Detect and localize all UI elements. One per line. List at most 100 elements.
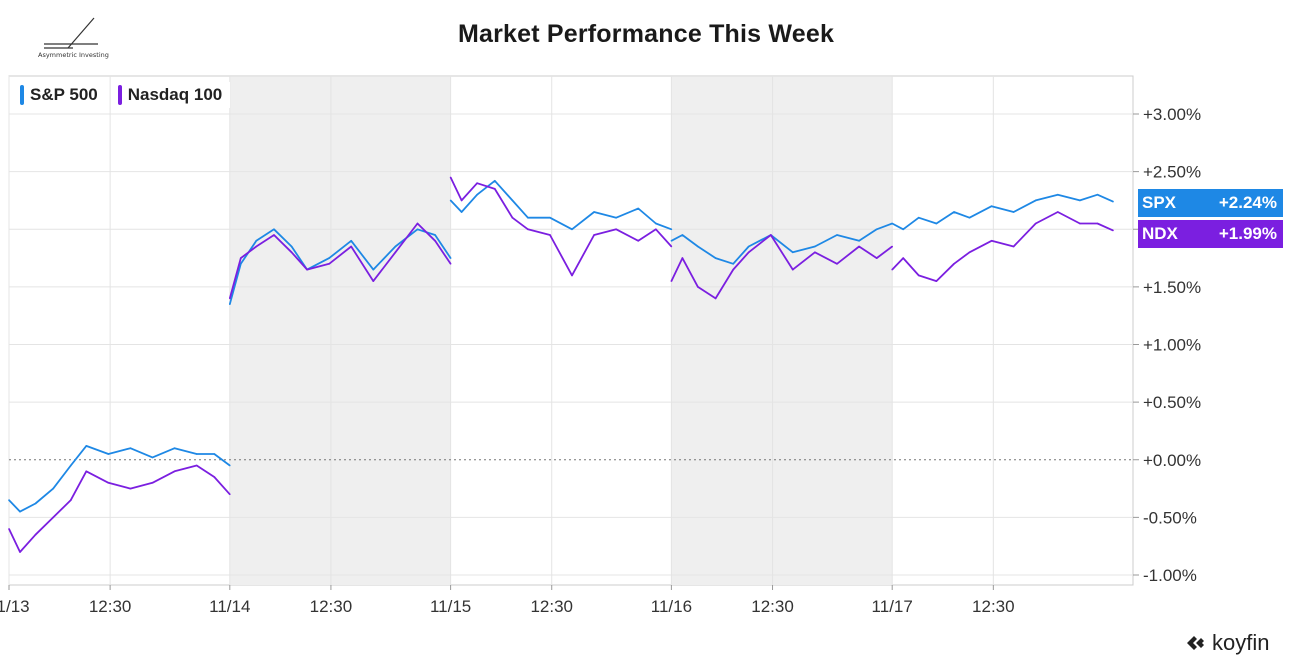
data-point-ndx [935, 280, 938, 282]
data-point-ndx [697, 286, 699, 288]
data-point-ndx [732, 268, 734, 271]
legend-swatch-nasdaq100 [117, 85, 122, 105]
data-point-ndx [836, 263, 838, 265]
trend-logo-icon [44, 17, 98, 49]
ndx-value: +1.99% [1218, 224, 1277, 243]
data-point-ndx [1096, 222, 1099, 225]
data-point-ndx [681, 257, 684, 259]
data-point-ndx [670, 245, 673, 248]
data-point-ndx [1034, 222, 1037, 225]
data-point-ndx [990, 240, 993, 242]
data-point-ndx [52, 516, 54, 519]
data-point-ndx [434, 240, 436, 242]
plot-area [8, 75, 1134, 586]
data-point-ndx [290, 251, 293, 254]
data-point-spx [129, 447, 132, 450]
data-point-ndx [670, 280, 673, 282]
data-point-ndx [229, 297, 231, 300]
data-point-ndx [273, 234, 275, 236]
data-point-spx [213, 453, 216, 455]
data-point-ndx [213, 476, 216, 478]
data-point-ndx [968, 251, 971, 254]
y-tick-label: +3.00% [1143, 105, 1201, 124]
x-tick-label: 11/13 [0, 597, 30, 616]
x-tick-label: 12:30 [530, 597, 573, 616]
y-tick-label: +0.00% [1143, 451, 1201, 470]
data-point-ndx [173, 470, 176, 473]
x-tick-label: 11/16 [651, 597, 692, 616]
legend: S&P 500 Nasdaq 100 [16, 82, 231, 108]
data-point-spx [107, 453, 110, 455]
data-point-spx [52, 487, 54, 490]
data-point-spx [173, 447, 176, 450]
y-tick-label: +1.50% [1143, 278, 1201, 297]
x-tick-label: 11/15 [430, 597, 471, 616]
data-point-ndx [527, 228, 529, 231]
data-point-ndx [306, 268, 308, 271]
data-point-spx [434, 234, 436, 236]
data-point-spx [527, 216, 529, 219]
data-point-spx [85, 445, 88, 447]
data-point-ndx [891, 268, 893, 271]
data-point-spx [875, 228, 878, 231]
data-point-ndx [19, 551, 21, 553]
data-point-spx [290, 245, 293, 248]
data-point-ndx [240, 257, 242, 259]
data-point-ndx [449, 176, 452, 179]
data-point-ndx [571, 274, 573, 277]
data-point-spx [229, 303, 231, 306]
data-point-ndx [151, 482, 154, 484]
series-spx [8, 179, 1114, 513]
series-ndx [8, 176, 1114, 553]
data-point-ndx [770, 234, 772, 236]
data-point-ndx [814, 251, 816, 254]
data-point-ndx [1012, 245, 1015, 248]
y-tick-label: -0.50% [1143, 508, 1197, 527]
data-point-ndx [891, 245, 893, 248]
data-point-spx [394, 245, 397, 248]
data-point-spx [151, 456, 154, 459]
data-point-spx [19, 510, 21, 513]
x-tick-label: 12:30 [972, 597, 1015, 616]
data-point-spx [714, 257, 717, 259]
data-point-spx [476, 193, 478, 196]
data-point-spx [1057, 193, 1059, 196]
data-point-ndx [953, 263, 955, 265]
shaded-session-11-14 [229, 77, 451, 585]
data-point-spx [615, 216, 617, 219]
data-point-ndx [1079, 222, 1081, 225]
chart-title: Market Performance This Week [457, 20, 835, 48]
data-point-spx [1034, 199, 1037, 202]
data-point-ndx [229, 493, 231, 496]
legend-label-nasdaq100: Nasdaq 100 [127, 85, 223, 104]
data-point-ndx [129, 487, 132, 490]
data-point-spx [328, 257, 331, 259]
x-tick-label: 12:30 [89, 597, 132, 616]
data-point-spx [449, 199, 452, 202]
spx-value: +2.24% [1218, 193, 1277, 212]
data-point-ndx [195, 464, 198, 467]
data-point-spx [814, 245, 816, 248]
data-point-spx [255, 240, 258, 242]
data-point-spx [494, 180, 496, 182]
y-tick-label: +2.50% [1143, 163, 1201, 182]
data-point-spx [511, 199, 514, 202]
data-point-spx [858, 240, 860, 242]
brand-name: koyfin [1212, 630, 1270, 655]
data-point-ndx [858, 245, 860, 248]
y-tick-label: -1.00% [1143, 566, 1197, 585]
data-point-ndx [85, 470, 88, 473]
x-tick-label: 11/17 [872, 597, 913, 616]
legend-item-sp500[interactable]: S&P 500 [16, 82, 106, 108]
legend-item-nasdaq100[interactable]: Nasdaq 100 [113, 82, 231, 108]
data-point-spx [1012, 211, 1015, 213]
data-point-spx [637, 207, 640, 210]
data-point-spx [732, 263, 734, 265]
data-point-ndx [107, 482, 110, 484]
data-point-spx [990, 205, 993, 207]
data-point-ndx [394, 251, 397, 254]
data-point-ndx [792, 268, 794, 271]
data-point-spx [372, 268, 375, 271]
data-point-ndx [476, 182, 478, 184]
